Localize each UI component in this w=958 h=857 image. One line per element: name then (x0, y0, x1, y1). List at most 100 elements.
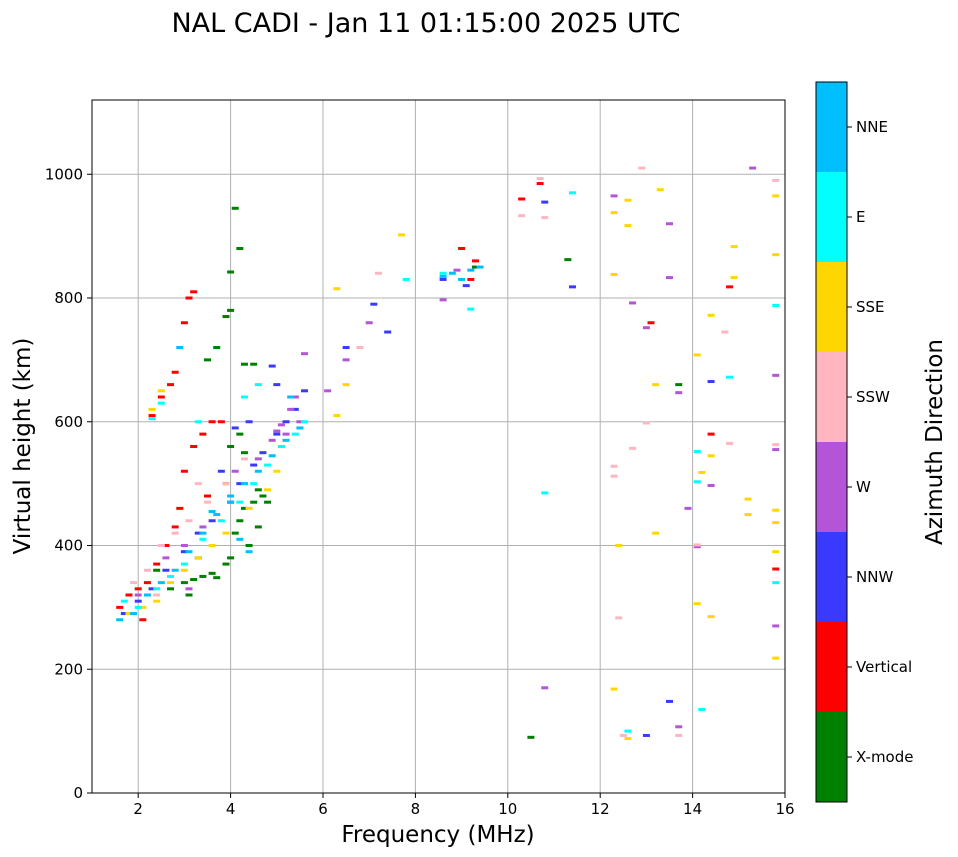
data-point (143, 568, 151, 572)
data-point (199, 574, 207, 578)
data-point (240, 362, 248, 366)
data-point (120, 599, 128, 603)
data-point (610, 211, 618, 215)
data-point (439, 277, 447, 281)
colorbar-segment (816, 172, 847, 262)
data-point (374, 271, 382, 275)
data-point (707, 380, 715, 384)
x-tick-label: 14 (683, 800, 702, 818)
x-tick-label: 6 (318, 800, 328, 818)
colorbar-tick-label: NNE (856, 118, 888, 136)
data-point (282, 432, 290, 436)
data-point (125, 612, 133, 616)
data-point (180, 469, 188, 473)
data-point (204, 500, 211, 504)
data-point (254, 457, 262, 461)
data-point (541, 686, 549, 690)
data-point (666, 222, 673, 226)
data-point (693, 449, 701, 453)
data-point (190, 445, 198, 448)
data-point (356, 346, 364, 349)
data-point (624, 198, 632, 202)
data-point (518, 214, 526, 218)
data-point (157, 544, 165, 547)
data-point (656, 188, 664, 192)
colorbar-segment (816, 712, 847, 802)
x-tick-label: 12 (591, 800, 610, 818)
data-point (250, 362, 258, 366)
data-point (273, 429, 281, 433)
data-point (130, 581, 138, 585)
data-point (213, 576, 221, 580)
data-point (236, 482, 244, 486)
data-point (772, 508, 780, 512)
data-point (199, 531, 207, 535)
data-point (693, 480, 701, 484)
data-point (324, 389, 332, 393)
data-point (190, 290, 198, 294)
data-point (730, 245, 738, 249)
data-point (222, 562, 230, 566)
data-point (245, 550, 253, 554)
data-point (564, 258, 572, 262)
data-point (536, 177, 544, 181)
data-point (185, 550, 193, 554)
data-point (642, 421, 650, 425)
data-point (624, 737, 632, 741)
data-point (458, 247, 466, 250)
data-point (231, 531, 239, 535)
data-point (296, 426, 304, 430)
data-point (772, 443, 780, 447)
data-point (148, 414, 156, 418)
data-point (240, 395, 248, 399)
data-point (167, 574, 175, 578)
data-point (139, 618, 147, 622)
data-point (541, 200, 549, 204)
colorbar-tick-label: W (856, 478, 871, 496)
data-point (116, 605, 124, 609)
data-point (301, 420, 309, 424)
data-point (227, 445, 235, 448)
data-point (227, 270, 235, 274)
data-point (240, 506, 248, 510)
colorbar-segment (816, 262, 847, 352)
data-point (568, 191, 576, 195)
colorbar-tick-label: X-mode (856, 748, 913, 766)
data-point (772, 624, 780, 628)
chart-title: NAL CADI - Jan 11 01:15:00 2025 UTC (171, 8, 680, 39)
data-point (264, 500, 272, 504)
data-point (684, 506, 692, 510)
colorbar-tick-label: NNW (856, 568, 893, 586)
data-point (208, 519, 216, 523)
data-point (629, 301, 637, 305)
data-point (213, 346, 221, 349)
data-point (693, 543, 701, 547)
colorbar-segment (816, 622, 847, 712)
data-point (120, 612, 128, 616)
data-point (185, 587, 193, 591)
data-point (222, 482, 230, 486)
data-point (167, 383, 175, 387)
data-point (772, 656, 780, 660)
data-point (194, 420, 202, 424)
x-tick-label: 4 (226, 800, 236, 818)
data-point (227, 494, 235, 498)
y-axis-label: Virtual height (km) (10, 338, 36, 555)
data-point (698, 707, 706, 711)
data-point (471, 265, 479, 269)
data-point (642, 733, 650, 737)
data-point (240, 482, 248, 486)
axis-ticks: 2 4 6 8 10 12 14 16 0 200 400 600 800 1000 (45, 165, 795, 818)
x-axis-label: Frequency (MHz) (341, 822, 534, 848)
data-point (162, 568, 170, 572)
data-point (222, 531, 230, 535)
data-point (287, 395, 295, 399)
data-point (301, 389, 309, 393)
data-point (273, 383, 281, 387)
y-tick-label: 0 (73, 784, 83, 802)
data-point (194, 482, 202, 486)
data-point (301, 352, 309, 356)
data-point (467, 307, 475, 311)
data-point (772, 253, 780, 257)
x-tick-label: 16 (775, 800, 794, 818)
